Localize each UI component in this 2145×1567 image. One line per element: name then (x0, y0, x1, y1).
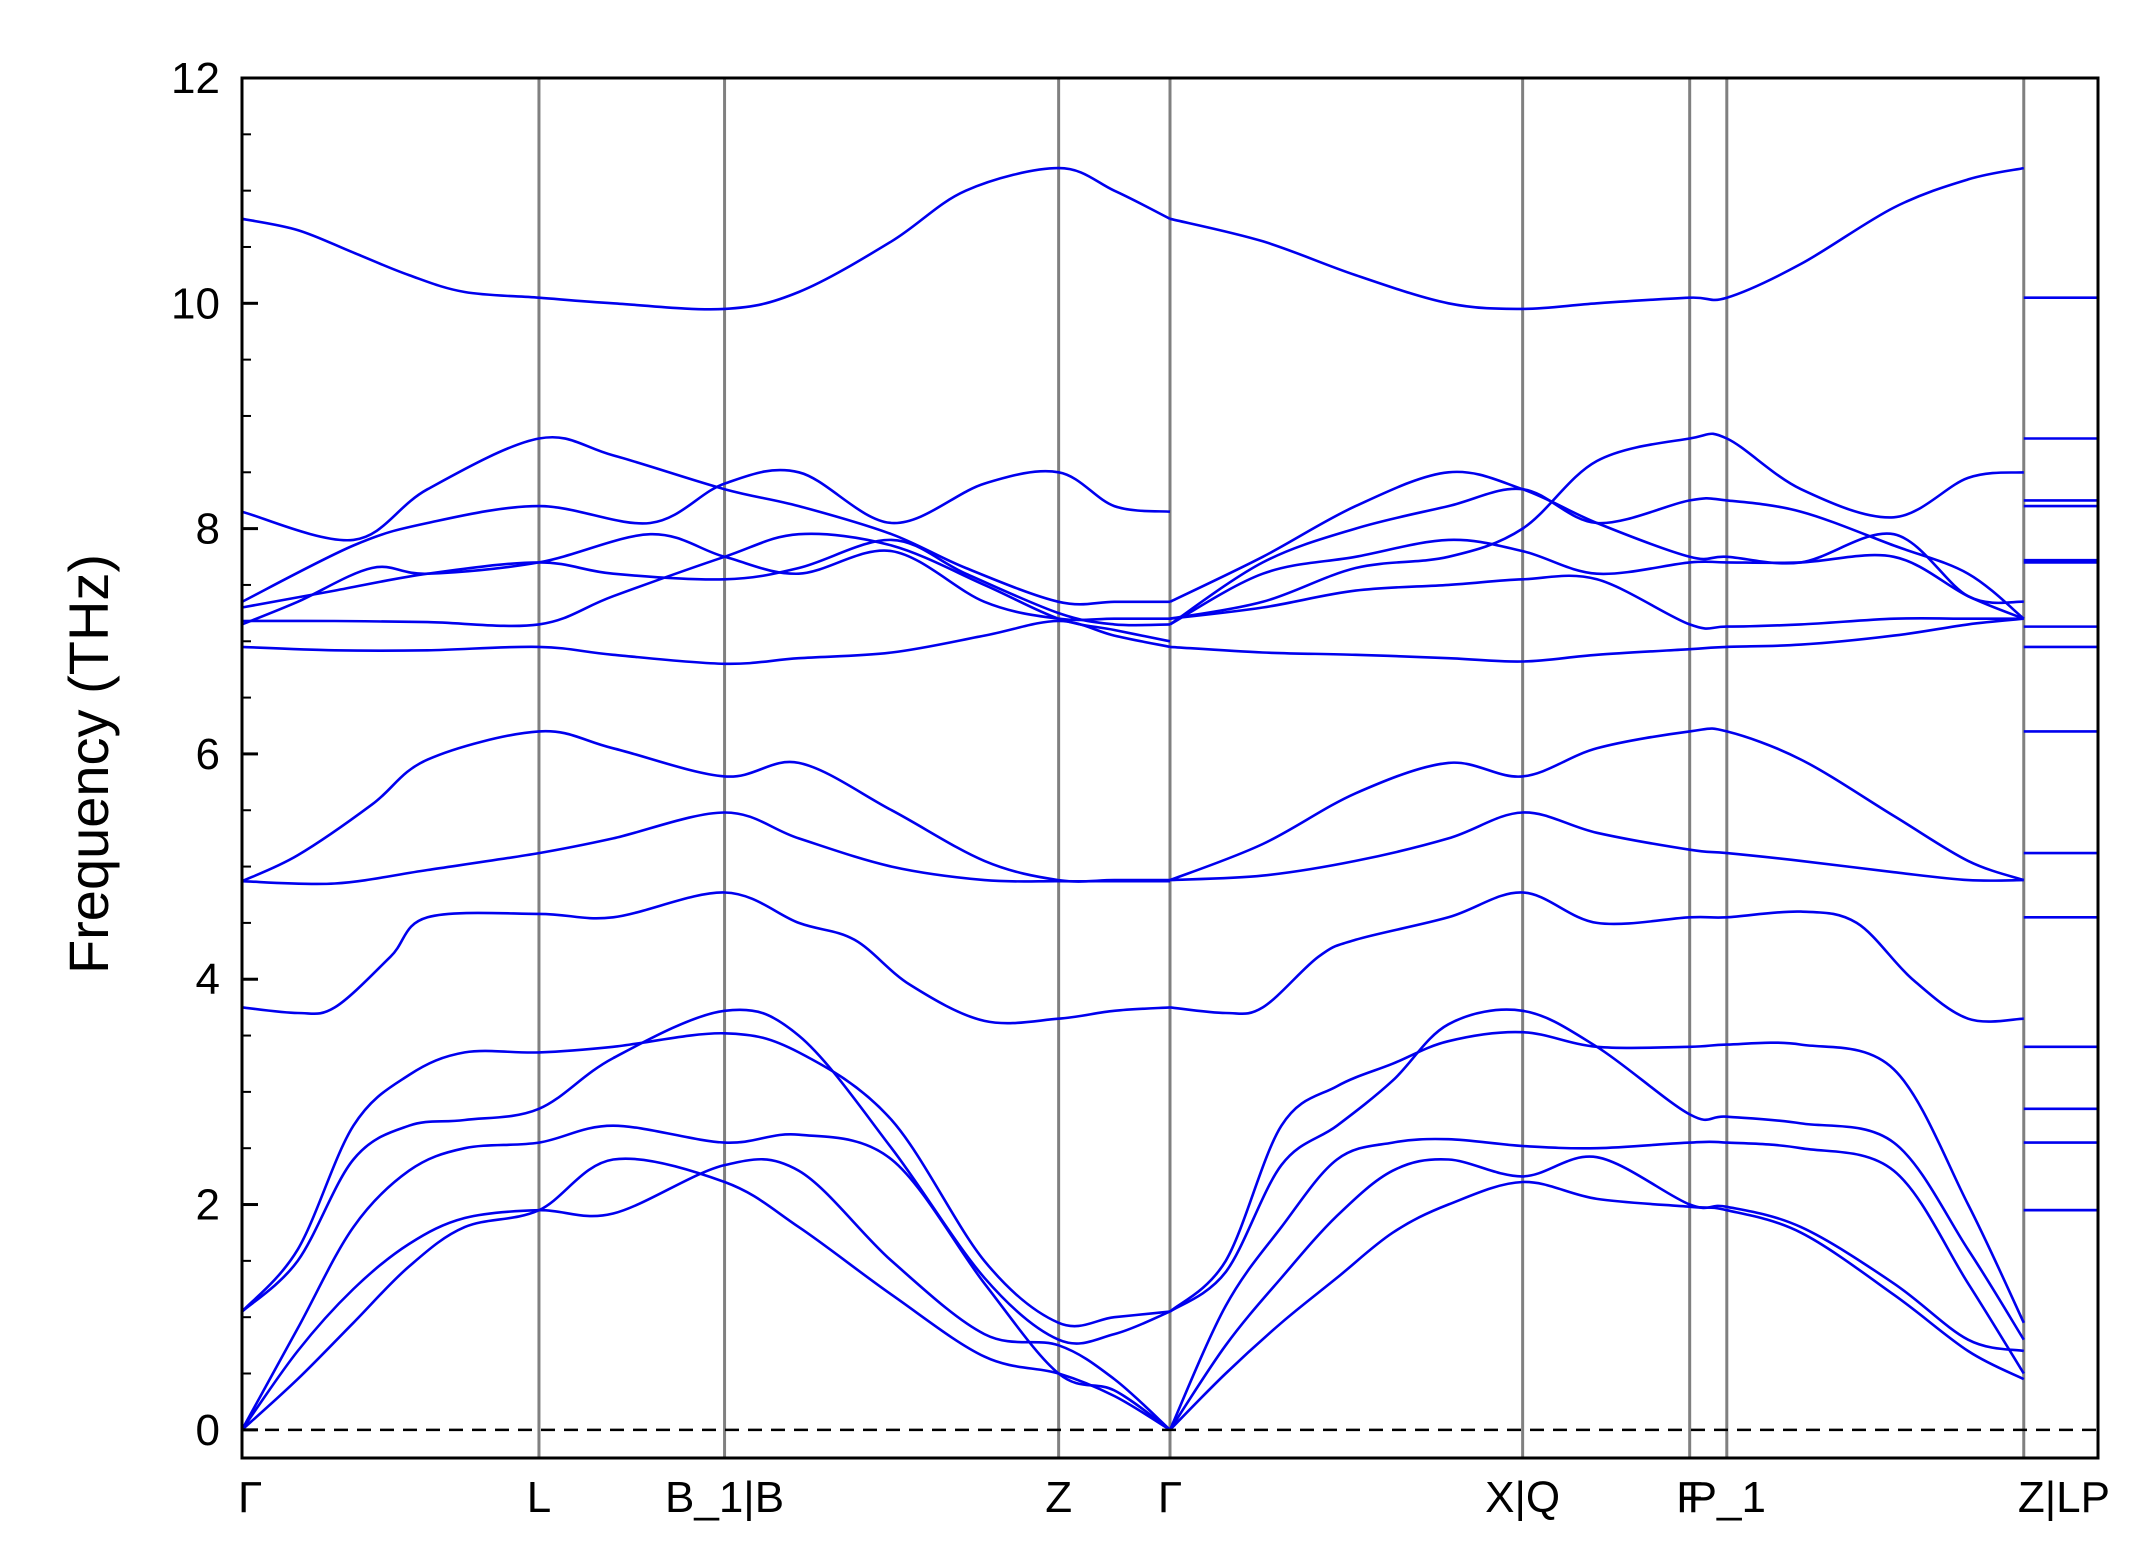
y-axis-title: Frequency (THz) (57, 554, 120, 974)
y-axis-ticks: 0 2 4 6 8 10 12 (171, 54, 258, 1455)
band-line (1169, 470, 2024, 605)
x-tick-label: Γ (238, 1473, 262, 1522)
band-lines (240, 166, 2098, 1431)
band-line (1169, 574, 2024, 630)
x-tick-label: Z|LP (2018, 1473, 2110, 1522)
y-tick-label: 6 (196, 730, 220, 779)
band-line (1169, 1008, 2025, 1341)
x-tick-label: Γ (1158, 1473, 1182, 1522)
band-line (241, 619, 1171, 666)
band-line (241, 1157, 1171, 1431)
band-line (241, 729, 1170, 883)
band-line (1169, 538, 2025, 626)
band-line (1169, 1030, 2025, 1324)
band-line (1169, 617, 2024, 663)
y-tick-label: 2 (196, 1181, 220, 1230)
band-line (1169, 811, 2024, 882)
band-line (241, 532, 1171, 643)
band-line (241, 891, 1171, 1025)
band-line (1169, 1180, 2025, 1431)
x-tick-label: Z (1045, 1473, 1072, 1522)
x-tick-label: F (1676, 1473, 1703, 1522)
band-line (241, 468, 1171, 603)
band-line (1169, 487, 2025, 626)
x-tick-label: B_1|B (665, 1473, 784, 1522)
y-tick-label: 12 (171, 54, 220, 103)
band-line (241, 811, 1170, 886)
y-tick-label: 8 (196, 505, 220, 554)
plot-frame (240, 76, 2100, 1460)
band-line (1168, 1155, 2025, 1431)
x-axis-ticks: Γ L B_1|B Z Γ X|Q FP_1 Z|LP (238, 1473, 2110, 1522)
y-tick-label: 0 (196, 1406, 220, 1455)
band-line (1169, 727, 2025, 882)
x-tick-label: X|Q (1485, 1473, 1560, 1522)
y-tick-label: 10 (171, 279, 220, 328)
band-line (1169, 432, 2024, 620)
y-tick-label: 4 (196, 955, 220, 1004)
band-line (241, 435, 1170, 606)
band-line (1169, 891, 2024, 1023)
band-line (1169, 166, 2025, 311)
band-line (240, 1124, 1171, 1431)
band-line (1168, 1137, 2025, 1431)
band-line (241, 538, 1171, 627)
band-line (240, 1157, 1171, 1431)
band-line (241, 166, 1171, 311)
band-line (241, 1008, 1171, 1345)
x-tick-label: L (527, 1473, 551, 1522)
band-line (241, 1031, 1171, 1328)
x-tick-label: P_1 (1688, 1473, 1766, 1522)
